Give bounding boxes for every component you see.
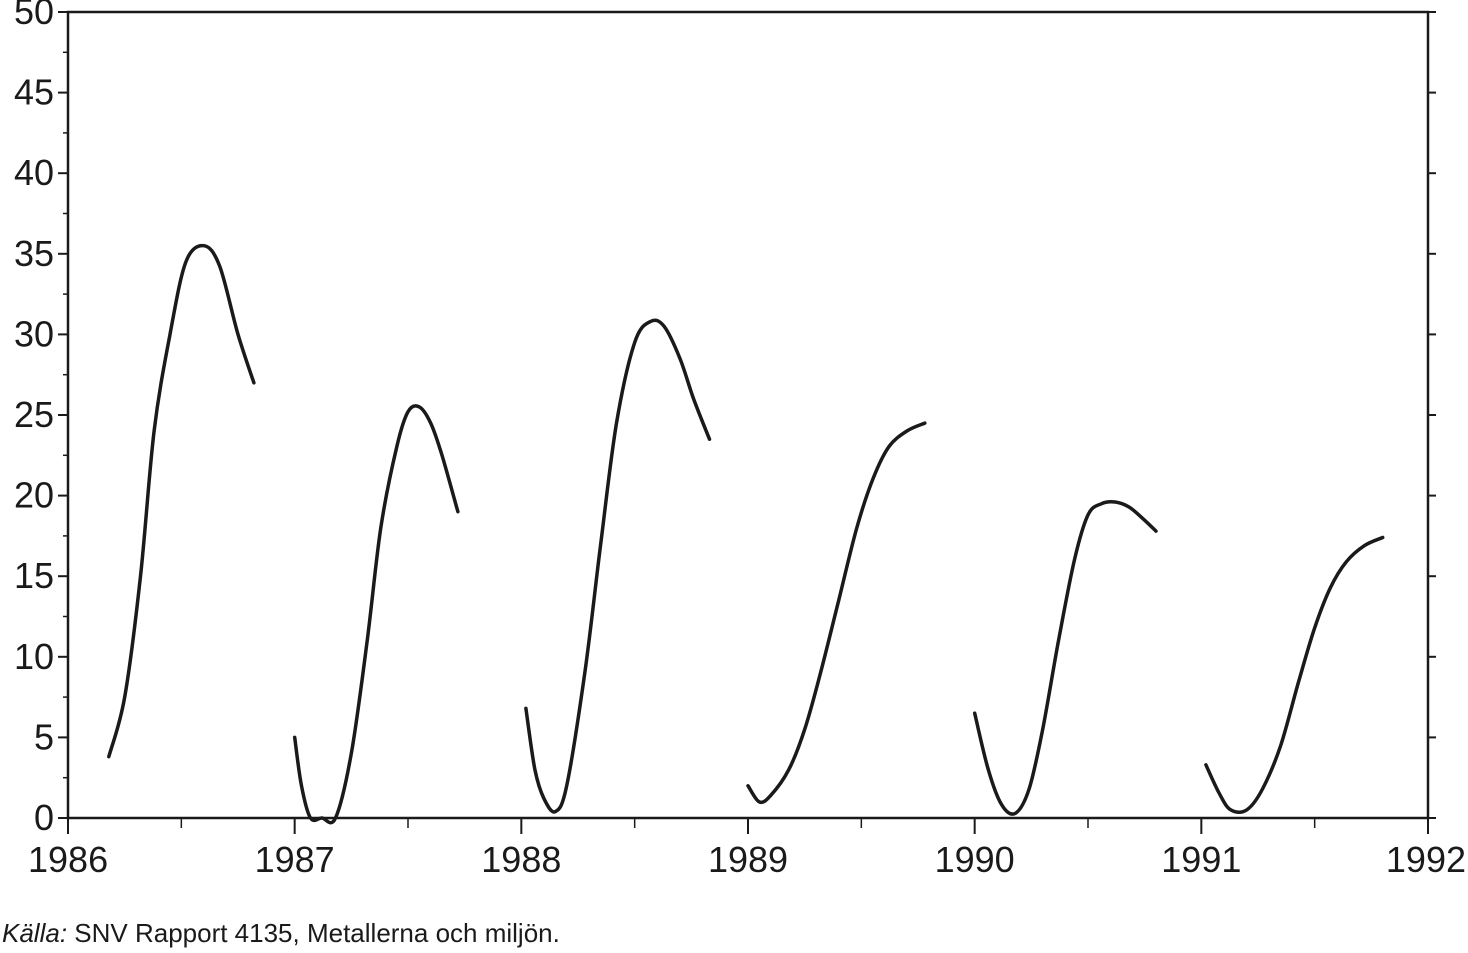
- y-axis: 0 5 10 15 20 25 30 35 40 45 50: [14, 0, 1436, 838]
- y-tick-label: 5: [34, 716, 54, 757]
- y-tick-label: 25: [14, 394, 54, 435]
- source-text: SNV Rapport 4135, Metallerna och miljön.: [67, 918, 560, 948]
- series-line-5: [972, 499, 1158, 816]
- series-line-3: [524, 318, 712, 814]
- plot-frame: [66, 10, 1430, 820]
- y-tick-label: 50: [14, 0, 54, 32]
- series-layer: [107, 243, 1385, 825]
- x-tick-label: 1986: [28, 839, 108, 880]
- y-tick-label: 45: [14, 72, 54, 113]
- x-tick-label: 1992: [1386, 839, 1466, 880]
- y-tick-label: 35: [14, 233, 54, 274]
- series-line-4: [746, 421, 927, 805]
- source-label: Källa:: [2, 918, 68, 948]
- x-axis: 1986 1987 1988 1989 1990 1991 1992: [28, 818, 1466, 880]
- x-tick-label: 1990: [935, 839, 1015, 880]
- series-line-1: [107, 243, 256, 759]
- series-line-2: [292, 404, 460, 825]
- y-tick-label: 40: [14, 152, 54, 193]
- line-chart: 0 5 10 15 20 25 30 35 40 45 50 1986 1987 1988 1989 199…: [14, 0, 1466, 880]
- y-tick-label: 0: [34, 797, 54, 838]
- x-tick-label: 1988: [481, 839, 561, 880]
- y-tick-label: 20: [14, 475, 54, 516]
- y-tick-label: 15: [14, 555, 54, 596]
- x-tick-label: 1987: [255, 839, 335, 880]
- y-tick-label: 30: [14, 313, 54, 354]
- series-line-6: [1204, 535, 1385, 814]
- source-note: Källa: SNV Rapport 4135, Metallerna och …: [2, 918, 560, 949]
- y-tick-label: 10: [14, 636, 54, 677]
- x-tick-label: 1989: [708, 839, 788, 880]
- x-tick-label: 1991: [1161, 839, 1241, 880]
